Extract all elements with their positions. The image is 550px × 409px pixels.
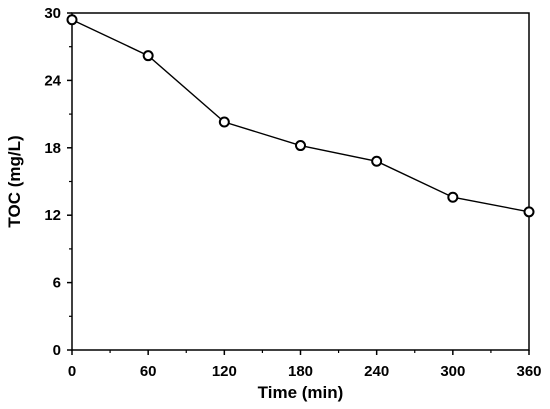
data-point bbox=[371, 155, 383, 167]
series-line bbox=[71, 19, 530, 213]
x-tick-label: 240 bbox=[364, 363, 389, 380]
y-tick-label: 12 bbox=[44, 207, 61, 224]
x-tick-label: 120 bbox=[212, 363, 237, 380]
x-tick-label: 0 bbox=[68, 363, 76, 380]
x-axis-ticks: 0 60 120 180 240 300 360 bbox=[68, 350, 542, 380]
x-tick-label: 180 bbox=[288, 363, 313, 380]
data-point bbox=[142, 50, 154, 62]
x-axis-label: Time (min) bbox=[258, 383, 344, 402]
y-tick-label: 0 bbox=[53, 342, 61, 359]
x-tick-label: 360 bbox=[516, 363, 541, 380]
data-point bbox=[295, 140, 306, 152]
data-point bbox=[66, 14, 78, 26]
plot-area bbox=[71, 12, 530, 351]
data-point bbox=[218, 116, 230, 128]
x-tick-label: 60 bbox=[140, 363, 157, 380]
series-layer bbox=[66, 14, 535, 218]
y-tick-label: 30 bbox=[44, 5, 61, 22]
y-tick-label: 6 bbox=[53, 275, 61, 292]
x-tick-label: 300 bbox=[440, 363, 465, 380]
y-tick-label: 18 bbox=[44, 140, 61, 157]
y-tick-label: 24 bbox=[44, 72, 61, 89]
data-point bbox=[523, 206, 535, 218]
data-point bbox=[447, 191, 459, 203]
plot-frame bbox=[71, 12, 530, 351]
y-axis-ticks: 0 6 12 18 24 30 bbox=[44, 5, 72, 359]
y-axis-label: TOC (mg/L) bbox=[5, 135, 24, 227]
